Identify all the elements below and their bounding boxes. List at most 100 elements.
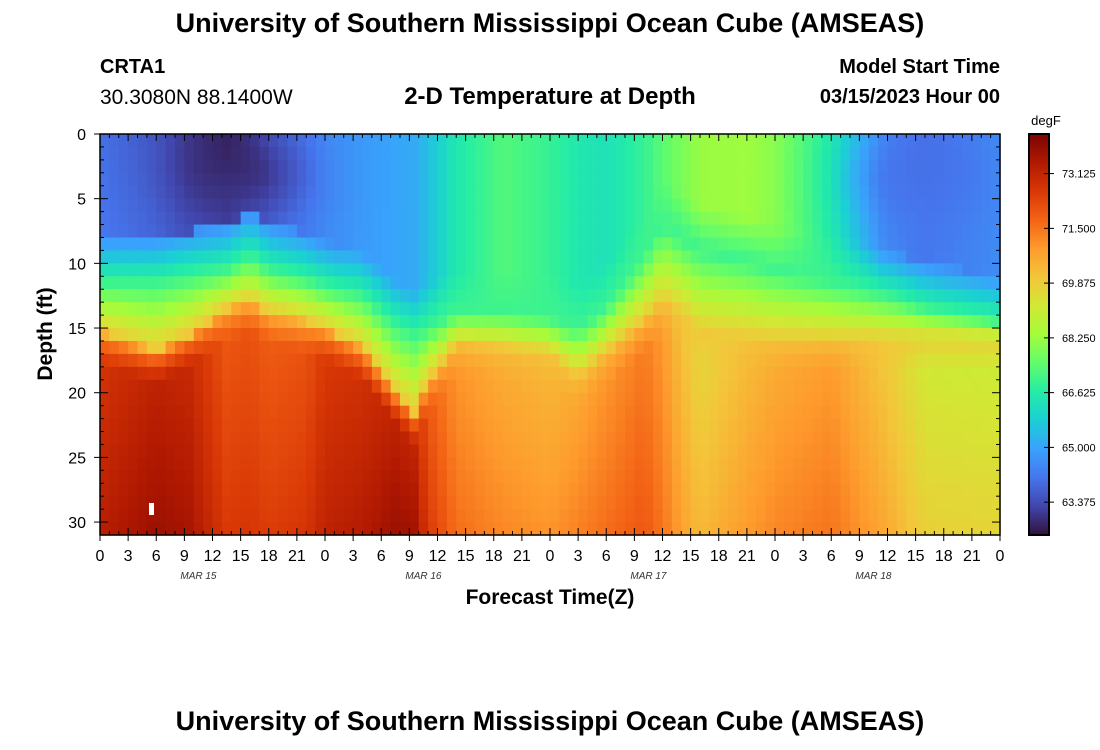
heatmap-cell <box>334 146 345 161</box>
heatmap-cell <box>709 224 720 239</box>
heatmap-cell <box>221 444 232 458</box>
heatmap-cell <box>671 276 682 290</box>
heatmap-cell <box>512 237 523 252</box>
heatmap-cell <box>775 496 785 510</box>
heatmap-cell <box>231 315 242 329</box>
heatmap-cell <box>606 340 617 355</box>
heatmap-cell <box>775 250 785 264</box>
heatmap-cell <box>775 315 785 329</box>
heatmap-cell <box>259 198 270 213</box>
heatmap-cell <box>784 392 795 407</box>
heatmap-cell <box>971 483 982 497</box>
heatmap-cell <box>990 444 1001 458</box>
heatmap-cell <box>868 185 879 200</box>
heatmap-cell <box>840 496 851 510</box>
heatmap-cell <box>353 444 364 458</box>
heatmap-cell <box>540 470 551 484</box>
heatmap-cell <box>915 340 926 355</box>
heatmap-cell <box>925 340 935 355</box>
heatmap-cell <box>934 483 945 497</box>
heatmap-cell <box>503 444 514 458</box>
heatmap-cell <box>521 211 532 226</box>
heatmap-cell <box>840 315 851 329</box>
heatmap-cell <box>325 263 335 277</box>
heatmap-cell <box>118 250 129 264</box>
heatmap-cell <box>146 159 157 174</box>
heatmap-cell <box>559 159 570 174</box>
heatmap-cell <box>709 509 720 523</box>
heatmap-cell <box>718 263 729 277</box>
heatmap-cell <box>390 172 401 187</box>
heatmap-cell <box>793 146 804 161</box>
heatmap-cell <box>175 328 185 342</box>
heatmap-cell <box>296 496 307 510</box>
heatmap-cell <box>634 315 645 329</box>
heatmap-cell <box>634 483 645 497</box>
heatmap-cell <box>175 302 185 316</box>
heatmap-cell <box>737 328 748 342</box>
heatmap-cell <box>662 444 673 458</box>
heatmap-cell <box>353 159 364 174</box>
heatmap-cell <box>887 276 898 290</box>
heatmap-cell <box>990 198 1001 213</box>
heatmap-cell <box>831 457 842 471</box>
heatmap-cell <box>278 237 289 252</box>
heatmap-cell <box>325 392 335 407</box>
heatmap-cell <box>953 315 964 329</box>
heatmap-cell <box>278 379 289 394</box>
x-tick-label: 12 <box>429 548 447 565</box>
heatmap-cell <box>146 470 157 484</box>
heatmap-cell <box>306 392 317 407</box>
heatmap-cell <box>484 289 495 303</box>
heatmap-cell <box>662 509 673 523</box>
heatmap-cell <box>915 522 926 536</box>
heatmap-cell <box>156 444 167 458</box>
heatmap-cell <box>287 224 298 239</box>
heatmap-cell <box>681 224 692 239</box>
heatmap-cell <box>671 340 682 355</box>
heatmap-cell <box>596 328 607 342</box>
heatmap-cell <box>456 302 467 316</box>
heatmap-cell <box>840 134 851 148</box>
heatmap-cell <box>446 224 457 239</box>
heatmap-cell <box>859 340 870 355</box>
heatmap-cell <box>446 134 457 148</box>
heatmap-cell <box>287 315 298 329</box>
heatmap-cell <box>943 418 954 433</box>
heatmap-cell <box>100 379 110 394</box>
heatmap-cell <box>465 250 476 264</box>
heatmap-cell <box>681 470 692 484</box>
colorbar-tick-label: 66.625 <box>1062 388 1096 400</box>
heatmap-cell <box>334 134 345 148</box>
heatmap-cell <box>775 224 785 239</box>
heatmap-cell <box>709 366 720 381</box>
heatmap-cell <box>596 496 607 510</box>
heatmap-cell <box>118 353 129 368</box>
heatmap-cell <box>878 405 889 420</box>
station-marker <box>149 503 154 515</box>
heatmap-cell <box>353 302 364 316</box>
heatmap-cell <box>934 250 945 264</box>
heatmap-cell <box>718 302 729 316</box>
heatmap-cell <box>859 250 870 264</box>
heatmap-cell <box>175 431 185 446</box>
heatmap-cell <box>690 172 701 187</box>
heatmap-cell <box>456 470 467 484</box>
heatmap-cell <box>250 276 260 290</box>
heatmap-cell <box>568 470 579 484</box>
heatmap-cell <box>653 276 664 290</box>
heatmap-cell <box>203 289 214 303</box>
heatmap-cell <box>859 431 870 446</box>
heatmap-cell <box>268 134 279 148</box>
heatmap-cell <box>128 418 139 433</box>
heatmap-cell <box>550 470 560 484</box>
heatmap-cell <box>334 211 345 226</box>
heatmap-cell <box>184 353 195 368</box>
heatmap-cell <box>221 340 232 355</box>
heatmap-cell <box>240 470 251 484</box>
heatmap-cell <box>728 146 739 161</box>
heatmap-cell <box>475 509 485 523</box>
heatmap-cell <box>193 263 204 277</box>
heatmap-cell <box>681 444 692 458</box>
heatmap-cell <box>390 366 401 381</box>
